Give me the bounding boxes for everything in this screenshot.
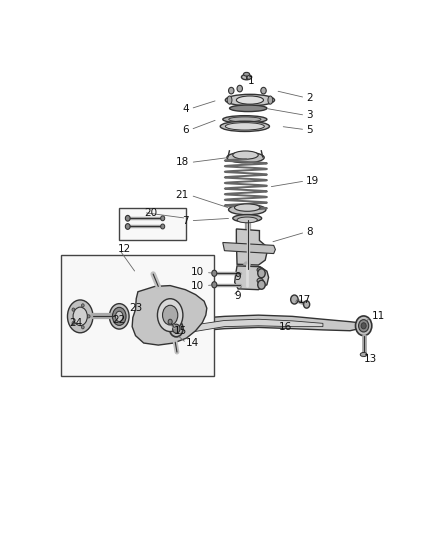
Ellipse shape <box>173 324 180 333</box>
Ellipse shape <box>162 305 178 325</box>
Polygon shape <box>237 229 267 265</box>
Ellipse shape <box>227 96 232 104</box>
Ellipse shape <box>116 311 123 321</box>
Text: 10: 10 <box>191 280 204 290</box>
Ellipse shape <box>72 321 75 325</box>
Polygon shape <box>132 286 207 345</box>
Ellipse shape <box>161 224 165 229</box>
Text: 3: 3 <box>306 110 313 120</box>
Ellipse shape <box>67 300 93 333</box>
Text: 9: 9 <box>235 291 241 301</box>
Text: 23: 23 <box>130 303 143 313</box>
Ellipse shape <box>81 304 84 307</box>
Ellipse shape <box>212 281 217 288</box>
Ellipse shape <box>360 352 367 357</box>
Text: 6: 6 <box>182 125 189 135</box>
Polygon shape <box>173 315 364 334</box>
Text: 2: 2 <box>306 93 313 103</box>
Ellipse shape <box>233 215 261 222</box>
Ellipse shape <box>161 216 165 221</box>
Polygon shape <box>177 319 323 333</box>
Text: 8: 8 <box>306 227 313 237</box>
Ellipse shape <box>110 304 129 329</box>
Text: 20: 20 <box>145 207 158 217</box>
Ellipse shape <box>170 320 183 337</box>
Ellipse shape <box>81 326 84 329</box>
Ellipse shape <box>73 307 87 326</box>
Ellipse shape <box>220 121 269 132</box>
Polygon shape <box>223 243 276 254</box>
Ellipse shape <box>212 270 217 276</box>
Ellipse shape <box>244 72 250 76</box>
Text: 7: 7 <box>182 216 189 226</box>
Ellipse shape <box>168 319 172 324</box>
Text: 12: 12 <box>117 245 131 254</box>
Ellipse shape <box>125 215 130 221</box>
Ellipse shape <box>257 278 263 283</box>
Ellipse shape <box>359 320 369 332</box>
Bar <box>119 208 187 240</box>
Ellipse shape <box>304 301 310 308</box>
Ellipse shape <box>258 280 265 289</box>
Ellipse shape <box>87 314 90 318</box>
Text: 15: 15 <box>173 326 187 336</box>
Ellipse shape <box>225 94 275 106</box>
Ellipse shape <box>230 105 267 111</box>
Ellipse shape <box>356 316 372 336</box>
Text: 4: 4 <box>182 104 189 114</box>
Ellipse shape <box>225 123 265 130</box>
Ellipse shape <box>113 308 126 325</box>
Ellipse shape <box>233 151 258 159</box>
Ellipse shape <box>125 224 130 229</box>
Text: 13: 13 <box>364 354 377 365</box>
Text: 9: 9 <box>235 271 241 281</box>
Text: 21: 21 <box>176 190 189 200</box>
Text: 10: 10 <box>191 268 204 278</box>
Ellipse shape <box>237 217 258 223</box>
Text: 14: 14 <box>185 338 199 348</box>
Ellipse shape <box>234 204 260 211</box>
Ellipse shape <box>291 295 298 304</box>
Ellipse shape <box>223 116 267 123</box>
Ellipse shape <box>237 96 264 104</box>
Ellipse shape <box>157 298 183 332</box>
Ellipse shape <box>261 87 266 94</box>
Ellipse shape <box>257 268 263 272</box>
Ellipse shape <box>241 75 251 80</box>
Text: 22: 22 <box>113 316 126 326</box>
Text: 5: 5 <box>306 125 313 135</box>
Text: 18: 18 <box>176 157 189 167</box>
Text: 16: 16 <box>279 322 292 333</box>
Text: 17: 17 <box>297 295 311 305</box>
Text: 24: 24 <box>69 318 82 327</box>
Ellipse shape <box>229 87 234 94</box>
Ellipse shape <box>268 96 273 104</box>
Ellipse shape <box>361 322 366 329</box>
Ellipse shape <box>72 308 75 311</box>
Bar <box>61 255 214 376</box>
Text: 11: 11 <box>372 311 385 321</box>
Polygon shape <box>235 266 268 290</box>
Ellipse shape <box>227 152 264 163</box>
Ellipse shape <box>237 85 243 92</box>
Text: 19: 19 <box>306 176 319 186</box>
Ellipse shape <box>229 205 266 215</box>
Text: 1: 1 <box>248 76 255 86</box>
Ellipse shape <box>258 269 265 278</box>
